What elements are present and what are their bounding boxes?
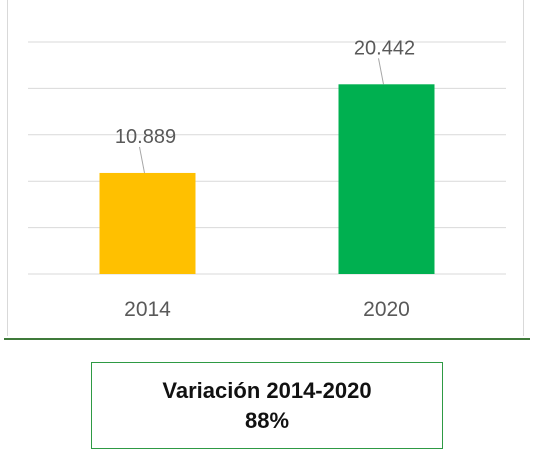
chart-frame — [7, 0, 524, 336]
bar-chart: 10.889 2014 20.442 2020 — [28, 37, 506, 321]
variation-percentage: 88% — [244, 407, 290, 433]
variation-summary-box: Variación 2014-2020 88% — [91, 362, 443, 449]
data-label-leader-2014 — [139, 146, 145, 174]
category-label-2020: 2020 — [363, 298, 410, 321]
variation-title: Variación 2014-2020 — [162, 377, 372, 403]
divider-line — [4, 338, 530, 340]
bar-2014 — [99, 172, 196, 274]
data-label-2014: 10.889 — [115, 126, 176, 148]
category-label-2014: 2014 — [124, 298, 171, 321]
data-label-2020: 20.442 — [354, 37, 415, 59]
data-label-leader-2020 — [378, 58, 384, 85]
bar-2020 — [338, 84, 435, 274]
